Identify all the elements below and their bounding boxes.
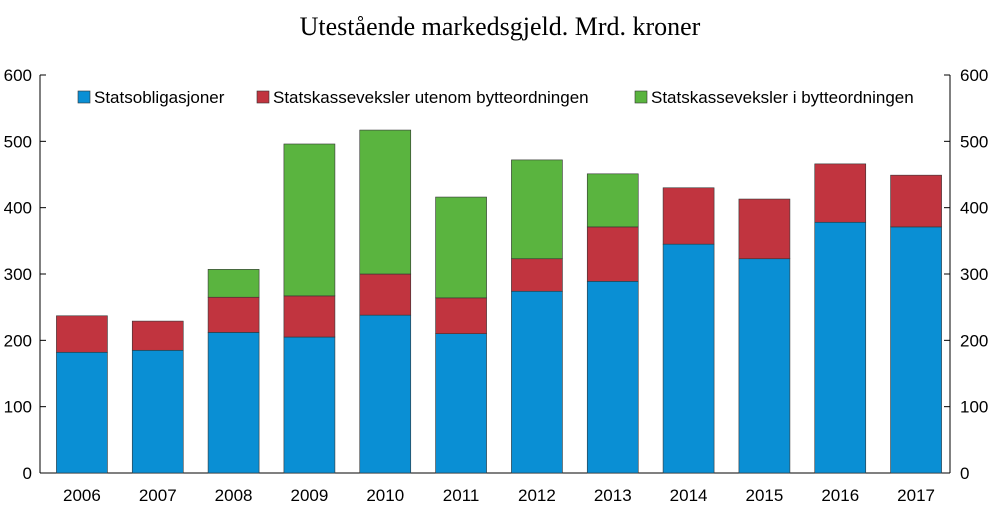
bar-segment — [662, 243, 715, 474]
y-tick-label-right: 600 — [960, 66, 988, 85]
x-tick-label: 2014 — [670, 486, 708, 505]
y-tick-label-left: 600 — [4, 66, 32, 85]
x-tick-label: 2011 — [443, 486, 480, 505]
bar-segment — [511, 159, 563, 260]
bar-segment — [586, 173, 639, 228]
y-tick-label-right: 100 — [960, 398, 988, 417]
bar-segment — [814, 221, 867, 474]
x-tick-label: 2013 — [594, 486, 632, 505]
bar-segment — [131, 320, 184, 351]
bar-segment — [207, 269, 260, 298]
x-tick-label: 2016 — [821, 486, 859, 505]
bar-segment — [890, 174, 942, 228]
y-tick-label-left: 300 — [4, 265, 32, 284]
x-tick-label: 2009 — [291, 486, 329, 505]
y-tick-label-right: 500 — [960, 132, 988, 151]
legend-swatch — [634, 90, 648, 104]
bar-segment — [56, 315, 108, 353]
bar-segment — [359, 129, 412, 275]
bar-segment — [586, 226, 639, 282]
x-tick-label: 2010 — [366, 486, 404, 505]
bar-segment — [738, 258, 791, 474]
x-tick-label: 2017 — [897, 486, 935, 505]
bar-segment — [131, 349, 184, 474]
y-tick-label-left: 100 — [4, 398, 32, 417]
bar-segment — [435, 333, 487, 474]
bar-segment — [511, 290, 563, 474]
legend-label: Statskasseveksler utenom bytteordningen — [273, 88, 589, 107]
bar-segment — [283, 336, 336, 474]
y-tick-label-right: 200 — [960, 331, 988, 350]
bar-segment — [511, 258, 563, 292]
bar-segment — [359, 314, 412, 474]
bar-segment — [738, 198, 791, 260]
legend-label: Statskasseveksler i bytteordningen — [651, 88, 914, 107]
y-tick-label-left: 500 — [4, 132, 32, 151]
bar-segment — [207, 296, 260, 333]
legend-swatch — [77, 90, 91, 104]
y-tick-label-right: 400 — [960, 199, 988, 218]
bar-segment — [586, 280, 639, 474]
bar-segment — [283, 143, 336, 297]
bar-segment — [890, 226, 942, 474]
x-tick-label: 2012 — [518, 486, 556, 505]
y-tick-label-right: 300 — [960, 265, 988, 284]
x-tick-label: 2008 — [215, 486, 253, 505]
y-tick-label-left: 0 — [23, 464, 32, 483]
y-tick-label-left: 400 — [4, 199, 32, 218]
bar-segment — [662, 187, 715, 245]
chart-title: Utestående markedsgjeld. Mrd. kroner — [299, 12, 701, 41]
legend-label: Statsobligasjoner — [94, 88, 225, 107]
legend-swatch — [256, 90, 270, 104]
x-tick-label: 2006 — [63, 486, 101, 505]
x-tick-label: 2007 — [139, 486, 177, 505]
bar-segment — [359, 273, 412, 316]
y-tick-label-left: 200 — [4, 331, 32, 350]
bar-segment — [435, 196, 487, 299]
bar-segment — [435, 297, 487, 335]
bar-segment — [283, 295, 336, 338]
bar-segment — [56, 351, 108, 474]
bar-segment — [207, 332, 260, 474]
bar-segment — [814, 163, 867, 223]
x-tick-label: 2015 — [746, 486, 784, 505]
y-tick-label-right: 0 — [960, 464, 969, 483]
